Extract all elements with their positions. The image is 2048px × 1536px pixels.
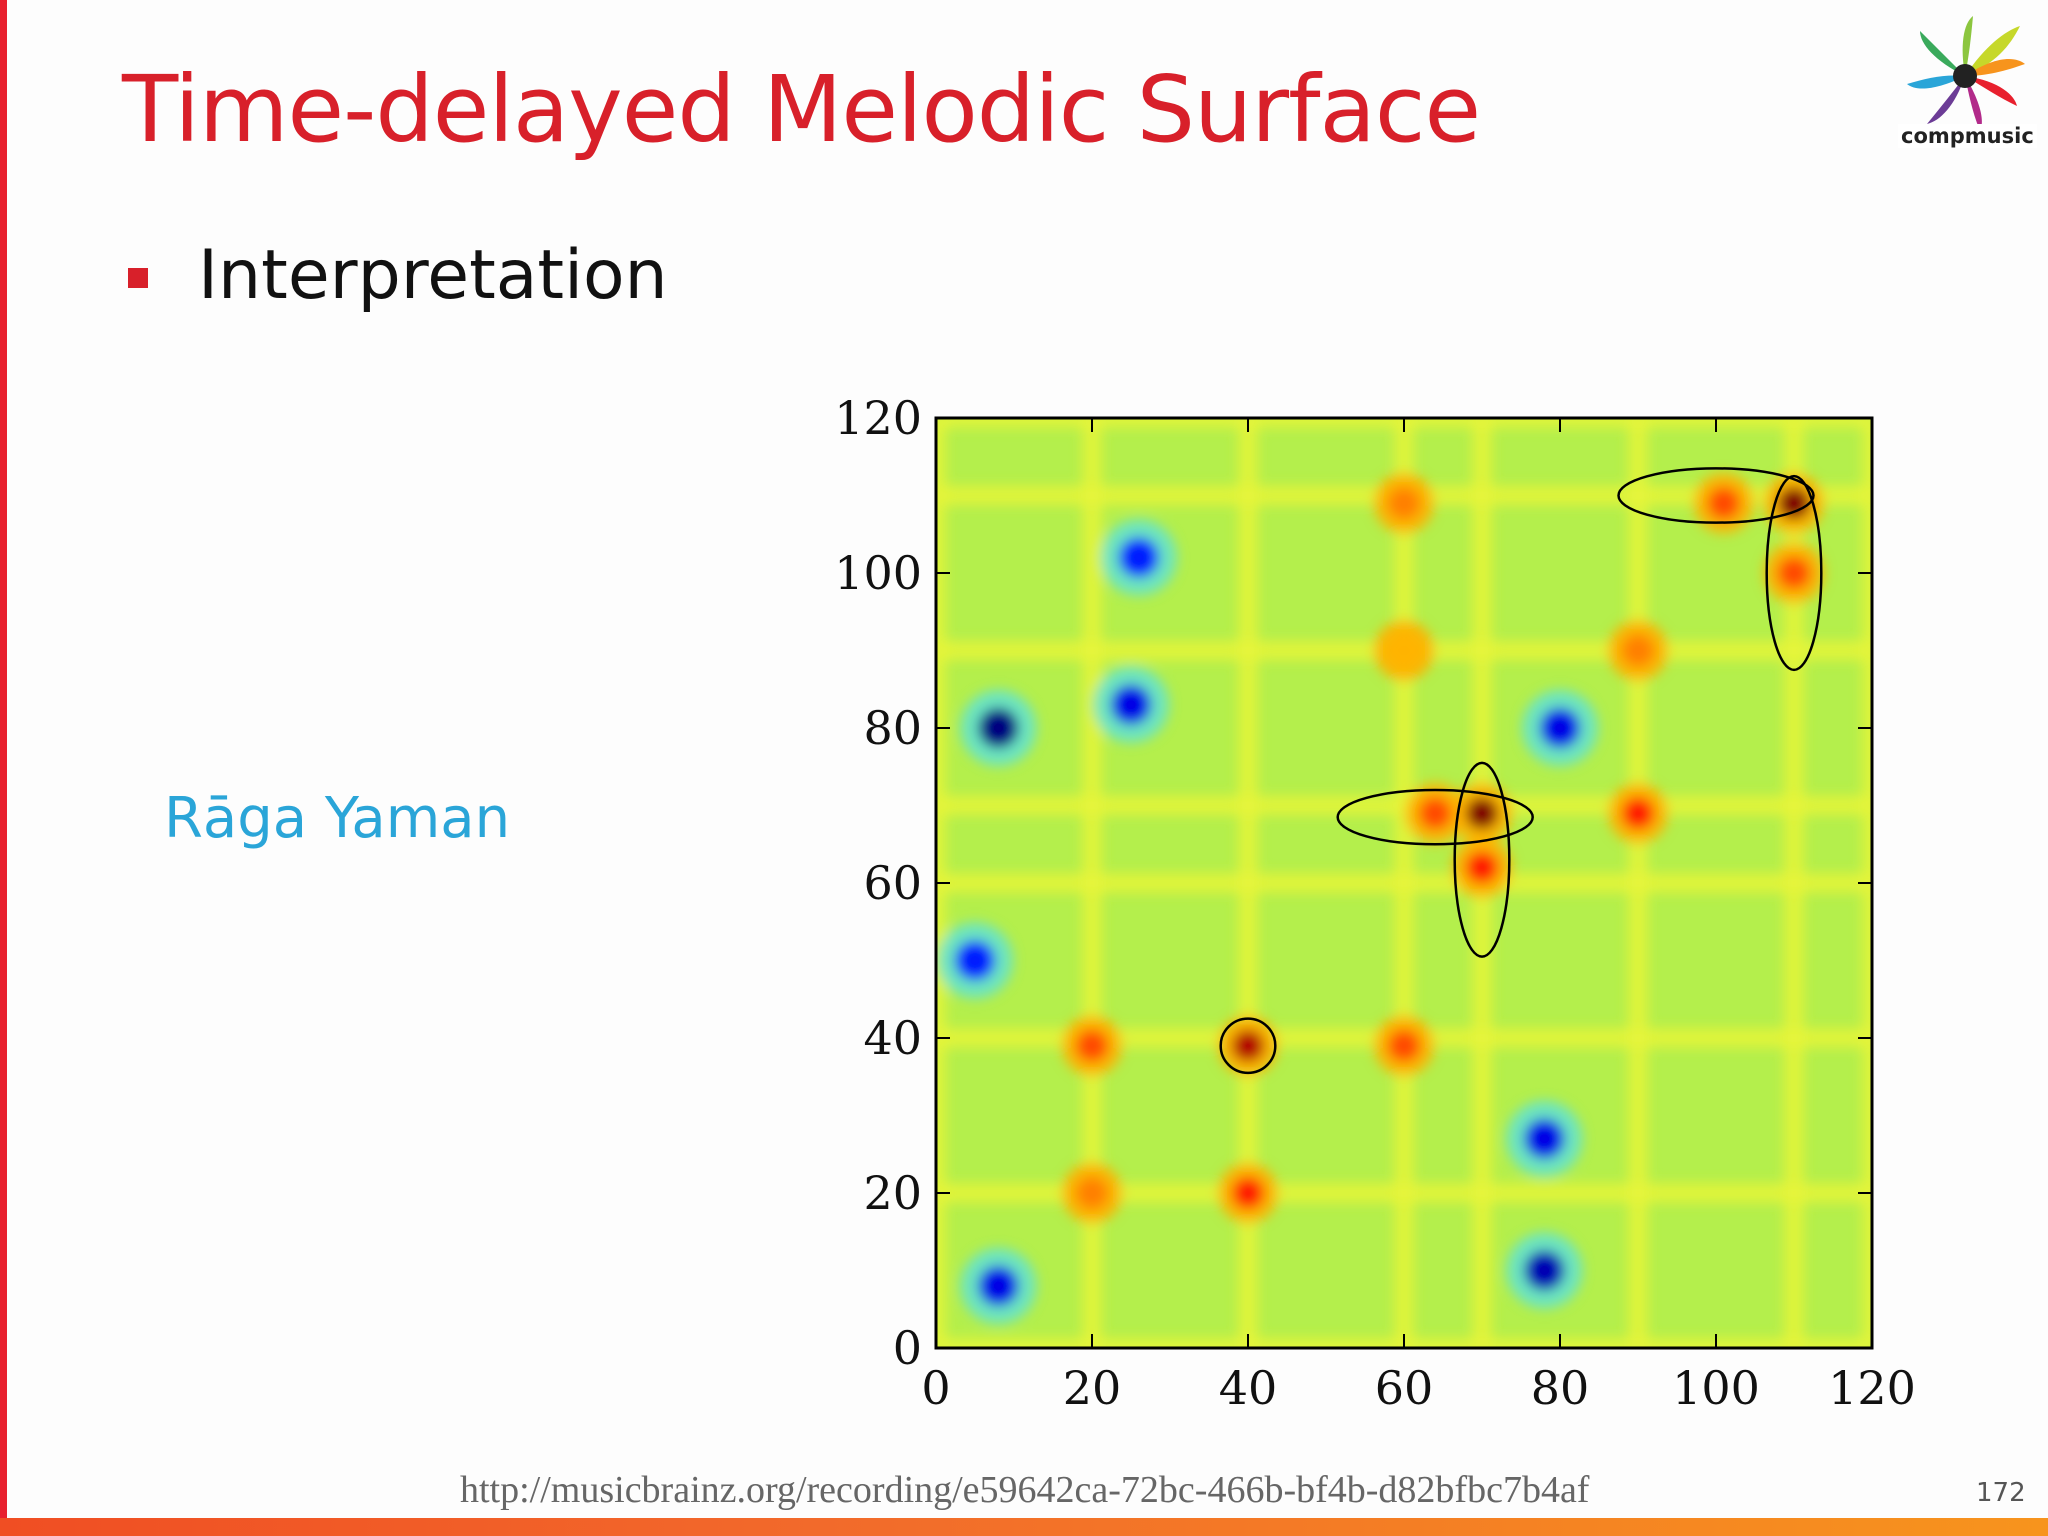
annotation-ellipse <box>1336 788 1534 846</box>
bullet-marker <box>128 268 148 288</box>
heatmap-hot-spot <box>1388 634 1420 667</box>
accent-bar <box>0 0 7 1536</box>
page-number: 172 <box>1976 1478 2026 1508</box>
compmusic-logo-icon <box>1890 8 2040 158</box>
heatmap-hot-spot <box>1466 797 1498 830</box>
y-tick-label: 60 <box>863 856 922 910</box>
source-url-link[interactable]: http://musicbrainz.org/recording/e59642c… <box>460 1469 1590 1511</box>
heatmap-hot-spot <box>1388 487 1420 520</box>
heatmap-cold-spot <box>955 940 995 981</box>
heatmap-ridge-horizontal <box>936 795 1872 816</box>
y-tick-label: 100 <box>834 546 922 600</box>
bottom-bar <box>0 1518 2048 1536</box>
x-tick-label: 20 <box>1063 1361 1122 1415</box>
x-tick-label: 60 <box>1375 1361 1434 1415</box>
heatmap-chart: 0 20 40 60 80 100 120 0 20 40 60 80 100 120 <box>834 395 1916 1415</box>
heatmap-cold-spot <box>1524 1118 1565 1159</box>
y-tick-label: 20 <box>863 1166 922 1220</box>
y-tick-label: 0 <box>893 1321 922 1375</box>
y-tick-label: 120 <box>834 395 922 445</box>
x-tick-label: 0 <box>921 1361 950 1415</box>
x-tick-label: 120 <box>1828 1361 1916 1415</box>
heatmap-ridge-horizontal <box>936 873 1872 893</box>
annotation-circle <box>1219 1017 1277 1075</box>
heatmap-cold-spot <box>1111 684 1151 725</box>
heatmap-hot-spot <box>1232 1177 1264 1209</box>
y-tick-label: 80 <box>863 701 922 755</box>
heatmap-hot-spot <box>1076 1029 1108 1062</box>
x-tick-label: 100 <box>1672 1361 1760 1415</box>
heatmap-cold-spot <box>978 708 1019 748</box>
logo-text: compmusic <box>1898 124 2037 148</box>
bullet-text: Interpretation <box>198 236 668 315</box>
heatmap-hot-spot <box>1778 487 1810 520</box>
heatmap-hot-spot <box>1707 487 1740 520</box>
annotation-ellipse <box>1617 467 1815 524</box>
heatmap-cold-spot <box>1118 537 1159 578</box>
annotation-ellipse <box>1453 761 1511 958</box>
heatmap-hot-spot <box>1778 557 1810 589</box>
heatmap-cold-spot <box>978 1266 1019 1306</box>
y-tick-label: 40 <box>863 1011 922 1065</box>
heatmap-cold-spot <box>1540 708 1580 748</box>
heatmap-hot-spot <box>1622 634 1654 667</box>
heatmap-cold-spot <box>1524 1250 1565 1291</box>
heatmap-hot-spot <box>1419 797 1452 830</box>
heatmap-hot-spot <box>1466 851 1498 884</box>
x-tick-label: 80 <box>1531 1361 1590 1415</box>
heatmap-hot-spot <box>1076 1177 1108 1209</box>
heatmap-hot-spot <box>1388 1029 1420 1062</box>
heatmap-hot-spot <box>1622 797 1654 830</box>
x-tick-label: 40 <box>1219 1361 1278 1415</box>
annotation-ellipse <box>1765 474 1823 672</box>
raga-label: Rāga Yaman <box>164 786 511 851</box>
heatmap-hot-spot <box>1232 1029 1264 1062</box>
slide-title: Time-delayed Melodic Surface <box>122 56 1481 163</box>
heatmap-ridge-vertical <box>1784 418 1804 1348</box>
heatmap-ridge-vertical <box>1628 418 1648 1348</box>
